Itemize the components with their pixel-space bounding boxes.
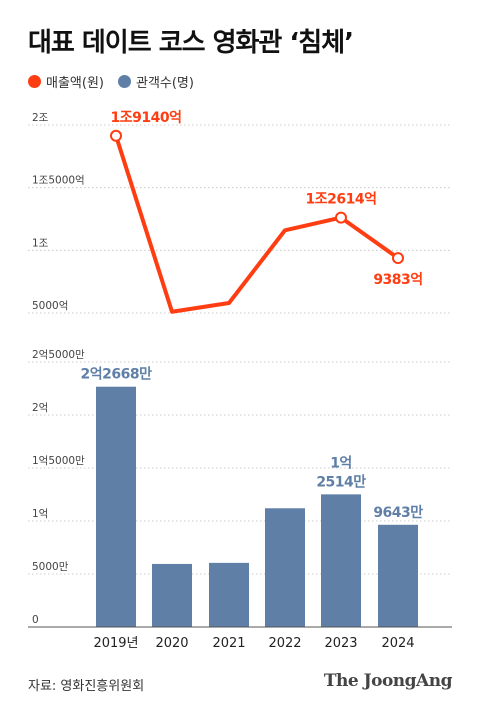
bar-y-tick-label: 1억5000만: [32, 455, 85, 467]
source-note: 자료: 영화진흥위원회: [28, 679, 145, 694]
bar-y-tick-label: 2억: [32, 402, 48, 414]
x-tick-label: 2022: [268, 636, 301, 651]
legend: 매출액(원) 관객수(명): [28, 72, 208, 91]
line-y-tick-label: 1조: [32, 237, 49, 249]
x-tick-label: 2021: [212, 636, 245, 651]
revenue-data-label: 1조2614억: [306, 192, 377, 208]
line-y-tick-label: 2조: [32, 112, 49, 124]
legend-label-audience: 관객수(명): [135, 76, 194, 91]
x-tick-label: 2023: [324, 636, 357, 651]
audience-data-label: 9643만: [373, 505, 423, 521]
bar-y-tick-label: 1억: [32, 508, 48, 520]
audience-bar: [96, 386, 136, 627]
legend-label-revenue: 매출액(원): [46, 76, 104, 91]
publisher-logo: The JoongAng: [323, 671, 453, 691]
revenue-point-marker: [110, 129, 122, 142]
audience-data-label: 2억2668만: [81, 367, 153, 383]
revenue-point-marker: [392, 252, 404, 265]
audience-bar: [378, 524, 418, 627]
x-tick-label: 2024: [381, 636, 414, 651]
bar-y-tick-label: 0: [32, 614, 39, 626]
x-tick-label: 2020: [155, 636, 188, 651]
legend-item-audience: 관객수(명): [117, 72, 194, 91]
legend-swatch-revenue: [28, 75, 41, 88]
bar-y-tick-label: 2억5000만: [32, 349, 85, 361]
legend-swatch-audience: [117, 75, 131, 88]
audience-bar: [152, 563, 192, 627]
revenue-data-label: 9383억: [373, 272, 422, 288]
audience-data-label: 2514만: [316, 474, 366, 490]
chart-title: 대표 데이트 코스 영화관 ‘침체’: [28, 28, 354, 58]
revenue-line: [114, 133, 400, 314]
revenue-point-marker: [335, 211, 347, 224]
audience-bar: [321, 494, 361, 627]
bar-y-tick-label: 5000만: [32, 561, 69, 573]
line-y-tick-label: 1조5000억: [32, 175, 85, 187]
legend-item-revenue: 매출액(원): [28, 72, 104, 91]
audience-bar: [265, 508, 305, 627]
line-y-tick-label: 5000억: [32, 300, 68, 312]
audience-data-label: 1억: [330, 455, 352, 471]
audience-bar: [209, 562, 249, 627]
x-tick-label: 2019년: [93, 636, 138, 651]
revenue-data-label: 1조9140억: [111, 110, 182, 126]
